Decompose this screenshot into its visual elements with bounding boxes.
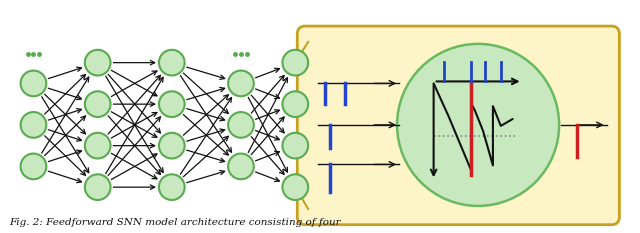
Circle shape bbox=[159, 174, 184, 200]
Circle shape bbox=[228, 71, 254, 96]
Circle shape bbox=[282, 133, 308, 158]
Circle shape bbox=[228, 154, 254, 179]
Circle shape bbox=[228, 112, 254, 138]
FancyBboxPatch shape bbox=[297, 26, 620, 225]
Circle shape bbox=[159, 91, 184, 117]
Circle shape bbox=[159, 50, 184, 75]
Circle shape bbox=[20, 154, 46, 179]
Circle shape bbox=[85, 91, 111, 117]
Circle shape bbox=[85, 50, 111, 75]
Circle shape bbox=[397, 44, 559, 206]
Circle shape bbox=[20, 71, 46, 96]
Circle shape bbox=[20, 112, 46, 138]
Circle shape bbox=[85, 174, 111, 200]
Text: Fig. 2: Feedforward SNN model architecture consisting of four: Fig. 2: Feedforward SNN model architectu… bbox=[9, 218, 340, 227]
Circle shape bbox=[282, 50, 308, 75]
Circle shape bbox=[282, 91, 308, 117]
Circle shape bbox=[282, 174, 308, 200]
Circle shape bbox=[159, 133, 184, 158]
Circle shape bbox=[85, 133, 111, 158]
